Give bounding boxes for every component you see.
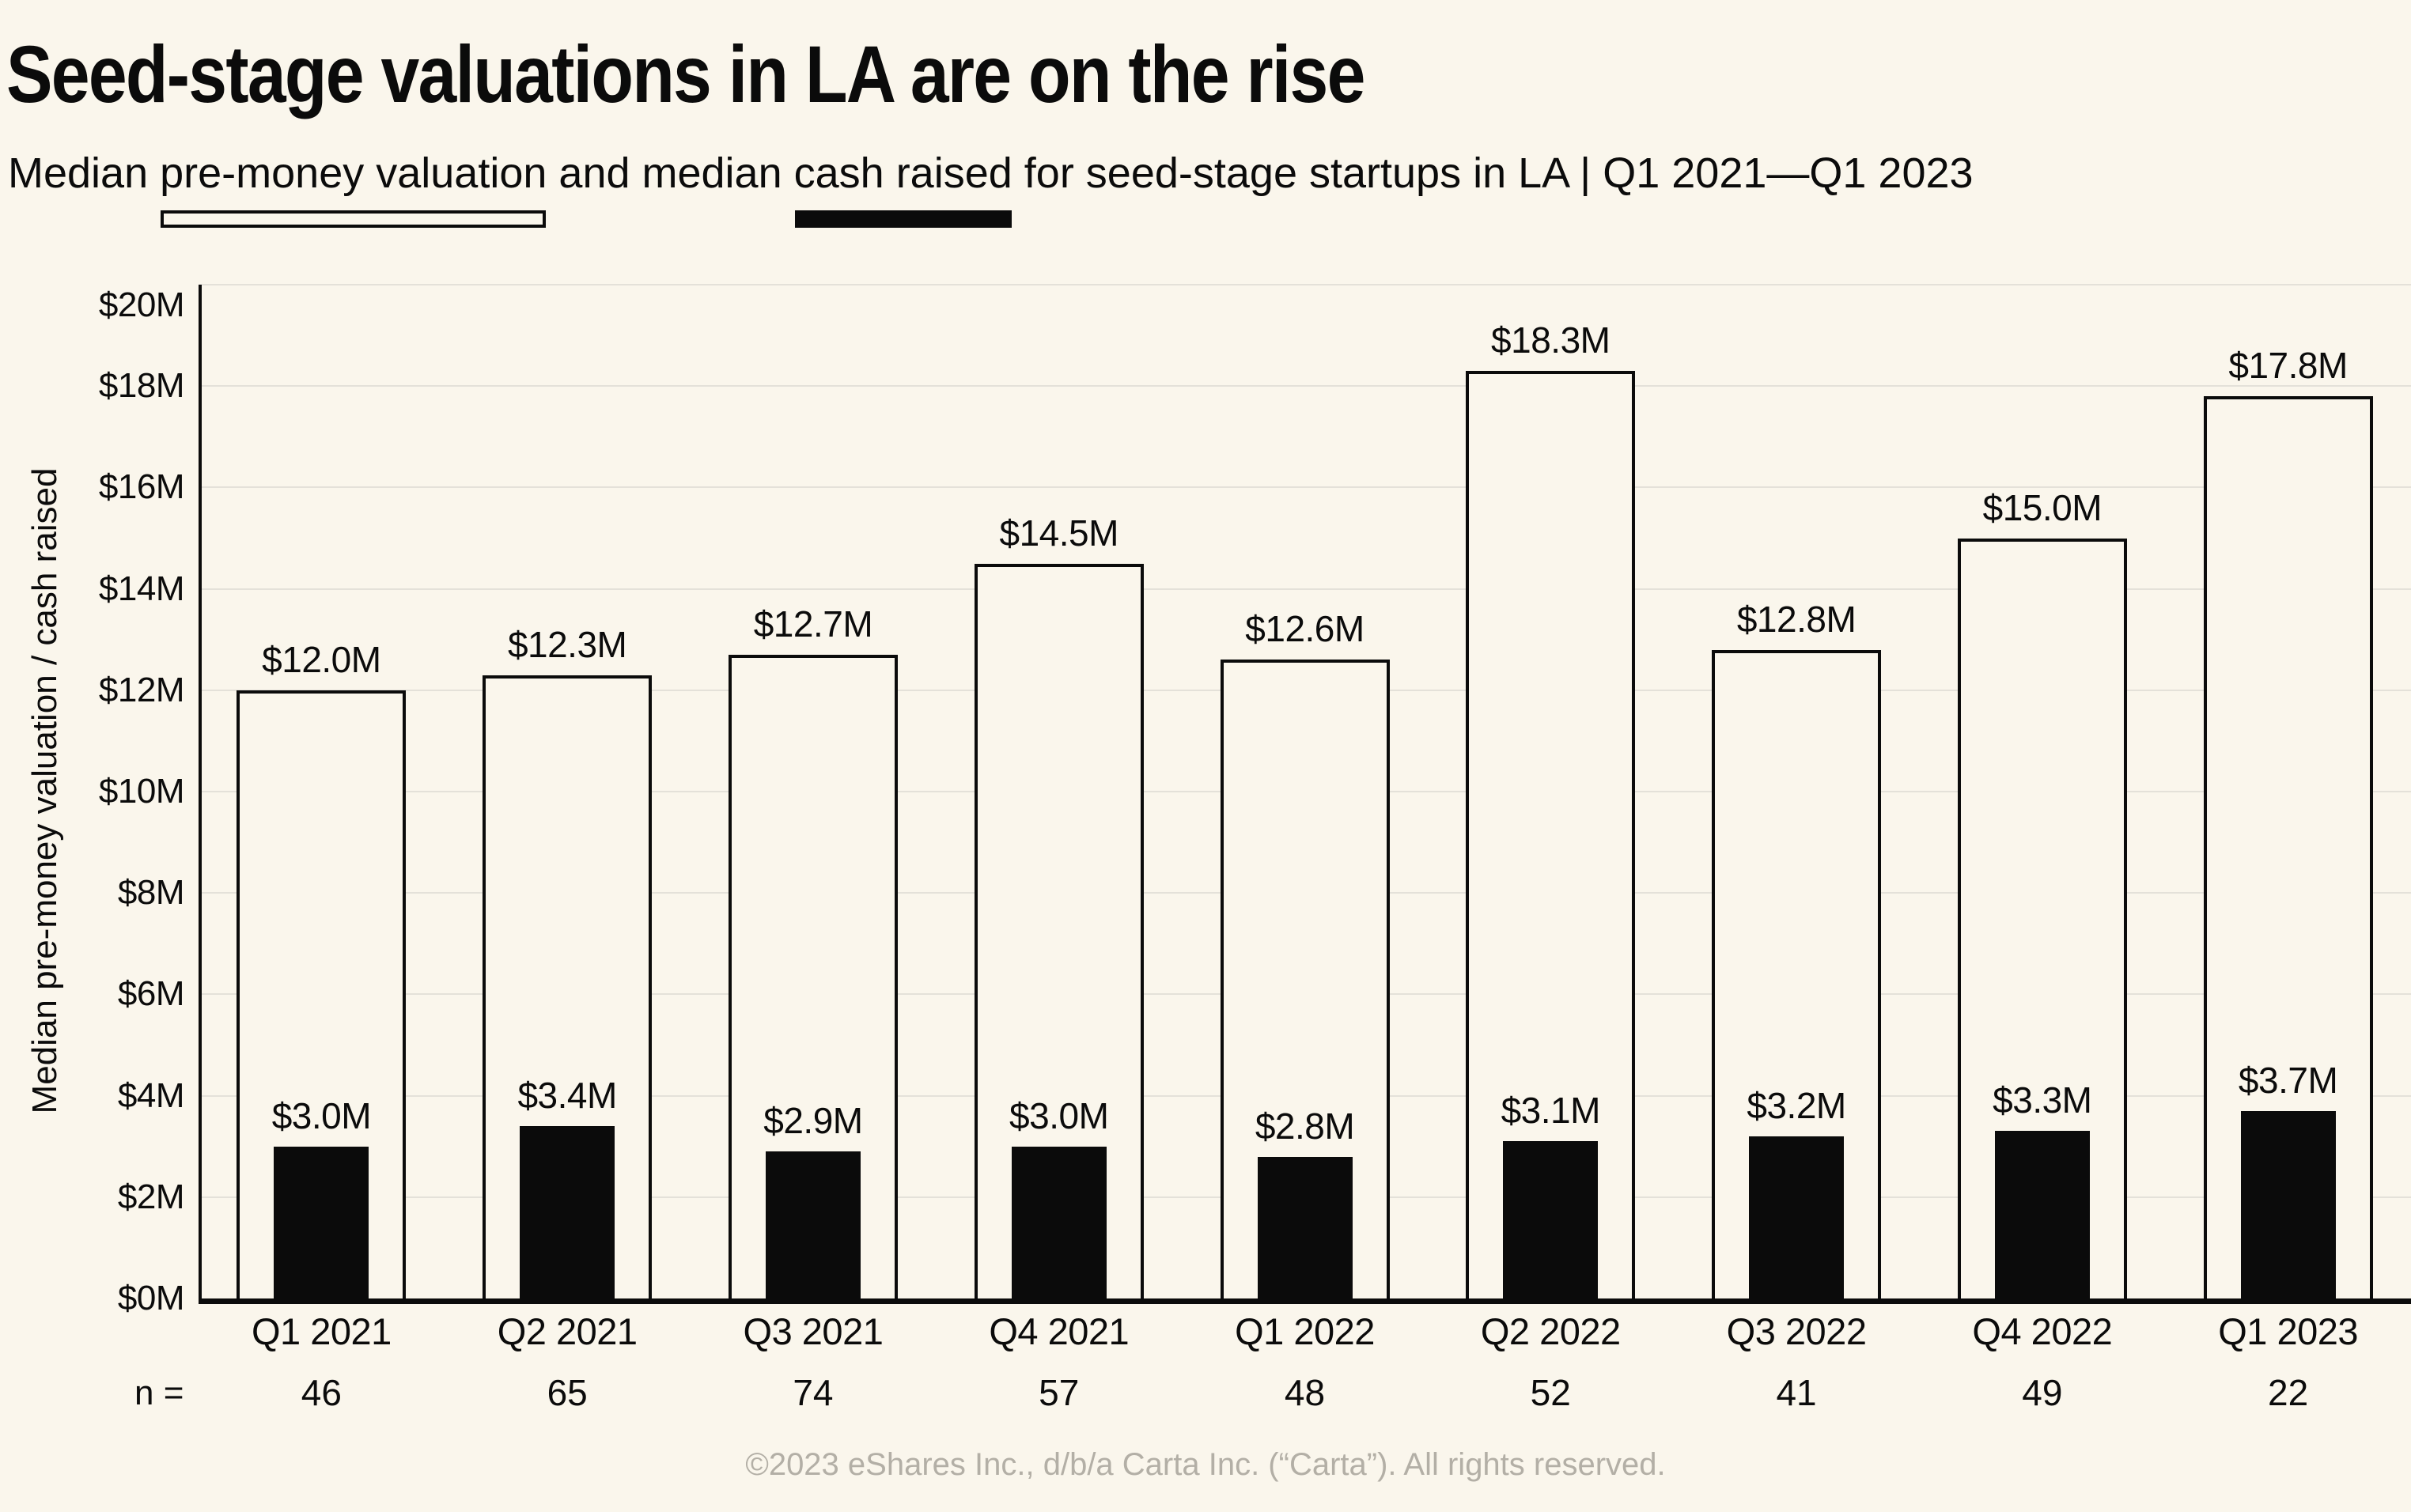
cash-value-label: $2.9M	[763, 1100, 863, 1141]
cash-value-label: $3.4M	[517, 1075, 617, 1116]
cash-value-label: $2.8M	[1255, 1106, 1355, 1147]
cash-raised-bar	[1258, 1157, 1353, 1298]
gridline	[199, 588, 2411, 590]
cash-value-label: $3.0M	[271, 1095, 372, 1136]
cash-raised-bar	[520, 1126, 615, 1298]
cash-value-label: $3.1M	[1501, 1090, 1601, 1131]
x-tick-label: Q1 2023	[2218, 1310, 2359, 1352]
premoney-value-label: $12.6M	[1245, 608, 1364, 649]
y-tick-label: $8M	[117, 873, 185, 913]
y-tick-label: $16M	[98, 467, 185, 507]
n-value: 74	[793, 1372, 834, 1413]
x-tick-label: Q4 2021	[989, 1310, 1130, 1352]
x-tick-label: Q2 2021	[497, 1310, 638, 1352]
x-tick-label: Q4 2022	[1972, 1310, 2113, 1352]
premoney-valuation-bar	[1958, 539, 2127, 1298]
y-tick-label: $6M	[117, 974, 185, 1014]
premoney-value-label: $12.7M	[753, 603, 873, 644]
y-tick-label: $20M	[98, 285, 185, 324]
cash-raised-bar	[1012, 1147, 1107, 1298]
y-tick-label: $2M	[117, 1177, 185, 1216]
n-value: 65	[547, 1372, 588, 1413]
y-tick-label: $12M	[98, 670, 185, 709]
cash-value-label: $3.3M	[1993, 1079, 2092, 1121]
n-value: 22	[2268, 1372, 2309, 1413]
n-value: 49	[2022, 1372, 2063, 1413]
legend-key-premoney-valuation: pre-money valuation	[160, 147, 547, 227]
premoney-value-label: $12.8M	[1736, 599, 1857, 640]
cash-raised-bar	[766, 1151, 861, 1298]
n-value: 48	[1284, 1372, 1326, 1413]
n-value: 52	[1530, 1372, 1571, 1413]
y-tick-label: $14M	[98, 569, 185, 608]
n-value: 41	[1776, 1372, 1817, 1413]
y-tick-label: $4M	[117, 1075, 185, 1115]
premoney-value-label: $14.5M	[999, 512, 1119, 554]
legend-key-cash-raised: cash raised	[794, 147, 1012, 227]
cash-value-label: $3.0M	[1009, 1095, 1109, 1136]
gridline	[199, 385, 2411, 387]
x-tick-label: Q3 2021	[743, 1310, 884, 1352]
subtitle-lead: Median	[8, 149, 161, 197]
n-equals-label: n =	[134, 1374, 184, 1412]
premoney-value-label: $17.8M	[2228, 345, 2348, 386]
gridline	[199, 486, 2411, 489]
premoney-value-label: $15.0M	[1982, 487, 2103, 528]
y-axis-line	[199, 285, 202, 1304]
x-tick-label: Q1 2021	[251, 1310, 392, 1352]
cash-value-label: $3.7M	[2238, 1060, 2338, 1101]
subtitle-tail: for seed-stage startups in LA | Q1 2021—…	[1012, 149, 1974, 197]
chart-subtitle: Median pre-money valuation and median ca…	[8, 147, 1974, 227]
cash-value-label: $3.2M	[1747, 1085, 1846, 1126]
n-value: 57	[1039, 1372, 1080, 1413]
y-tick-label: $18M	[98, 366, 185, 406]
cash-raised-bar	[1503, 1141, 1598, 1298]
cash-raised-bar	[1995, 1131, 2090, 1298]
cash-raised-bar	[2241, 1111, 2336, 1298]
y-tick-label: $10M	[98, 772, 185, 811]
subtitle-mid: and median	[547, 149, 794, 197]
page-title: Seed-stage valuations in LA are on the r…	[6, 29, 1365, 119]
x-tick-label: Q3 2022	[1726, 1310, 1867, 1352]
premoney-value-label: $18.3M	[1491, 319, 1610, 361]
gridline	[199, 284, 2411, 285]
copyright-notice: ©2023 eShares Inc., d/b/a Carta Inc. (“C…	[745, 1447, 1666, 1482]
premoney-value-label: $12.0M	[262, 639, 381, 680]
cash-raised-bar	[1749, 1136, 1844, 1298]
premoney-value-label: $12.3M	[507, 624, 627, 665]
y-tick-label: $0M	[117, 1279, 185, 1317]
x-axis-line	[199, 1298, 2411, 1304]
x-tick-label: Q1 2022	[1235, 1310, 1375, 1352]
cash-raised-bar	[274, 1147, 369, 1298]
n-value: 46	[301, 1372, 342, 1413]
x-tick-label: Q2 2022	[1480, 1310, 1621, 1352]
